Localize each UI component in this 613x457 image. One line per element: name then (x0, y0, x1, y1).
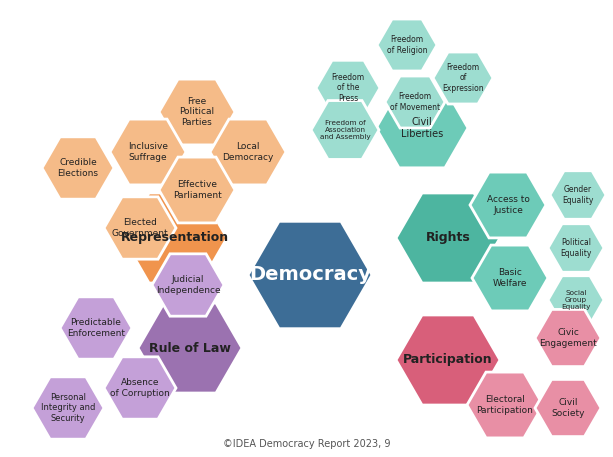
Polygon shape (396, 315, 500, 405)
Polygon shape (159, 157, 235, 223)
Text: Freedom
of the
Press: Freedom of the Press (332, 74, 365, 102)
Polygon shape (159, 79, 235, 145)
Polygon shape (210, 119, 286, 185)
Text: Credible
Elections: Credible Elections (58, 159, 99, 177)
Text: Elected
Government: Elected Government (112, 218, 169, 238)
Text: ©IDEA Democracy Report 2023, 9: ©IDEA Democracy Report 2023, 9 (223, 439, 390, 449)
Polygon shape (535, 309, 601, 367)
Text: Absence
of Corruption: Absence of Corruption (110, 378, 170, 398)
Polygon shape (123, 193, 227, 283)
Polygon shape (110, 119, 186, 185)
Text: Rule of Law: Rule of Law (149, 341, 231, 355)
Text: Basic
Welfare: Basic Welfare (493, 268, 527, 287)
Text: Free
Political
Parties: Free Political Parties (180, 97, 215, 127)
Polygon shape (472, 245, 548, 311)
Polygon shape (548, 276, 604, 324)
Polygon shape (548, 224, 604, 272)
Polygon shape (377, 19, 437, 71)
Text: Freedom
of Movement: Freedom of Movement (390, 92, 440, 112)
Text: Freedom
of
Expression: Freedom of Expression (442, 64, 484, 93)
Polygon shape (467, 372, 543, 438)
Polygon shape (248, 221, 372, 329)
Text: Civic
Engagement: Civic Engagement (539, 329, 597, 347)
Text: Civil
Liberties: Civil Liberties (401, 117, 443, 138)
Text: Democracy: Democracy (249, 266, 371, 285)
Text: Effective
Parliament: Effective Parliament (173, 181, 221, 200)
Text: Freedom of
Association
and Assembly: Freedom of Association and Assembly (320, 120, 370, 140)
Polygon shape (433, 52, 493, 104)
Text: Participation: Participation (403, 354, 493, 367)
Polygon shape (104, 357, 176, 419)
Polygon shape (104, 197, 176, 259)
Polygon shape (138, 303, 242, 393)
Text: Civil
Society: Civil Society (551, 399, 585, 418)
Text: Social
Group
Equality: Social Group Equality (562, 290, 591, 310)
Text: Predictable
Enforcement: Predictable Enforcement (67, 319, 125, 338)
Polygon shape (60, 297, 132, 359)
Polygon shape (550, 171, 606, 219)
Text: Judicial
Independence: Judicial Independence (156, 276, 220, 294)
Text: Political
Equality: Political Equality (560, 239, 592, 258)
Text: Inclusive
Suffrage: Inclusive Suffrage (128, 143, 168, 161)
Polygon shape (152, 254, 224, 316)
Polygon shape (42, 137, 114, 199)
Polygon shape (535, 379, 601, 436)
Polygon shape (32, 377, 104, 439)
Text: Gender
Equality: Gender Equality (562, 186, 593, 205)
Polygon shape (376, 88, 468, 168)
Polygon shape (396, 193, 500, 283)
Text: Local
Democracy: Local Democracy (223, 143, 273, 161)
Text: Representation: Representation (121, 232, 229, 244)
Text: Rights: Rights (425, 232, 470, 244)
Polygon shape (316, 60, 380, 116)
Polygon shape (385, 76, 445, 128)
Text: Personal
Integrity and
Security: Personal Integrity and Security (41, 393, 95, 423)
Text: Freedom
of Religion: Freedom of Religion (387, 36, 427, 54)
Polygon shape (311, 101, 379, 159)
Text: Access to
Justice: Access to Justice (487, 196, 530, 214)
Text: Electoral
Participation: Electoral Participation (476, 395, 533, 414)
Polygon shape (470, 172, 546, 238)
